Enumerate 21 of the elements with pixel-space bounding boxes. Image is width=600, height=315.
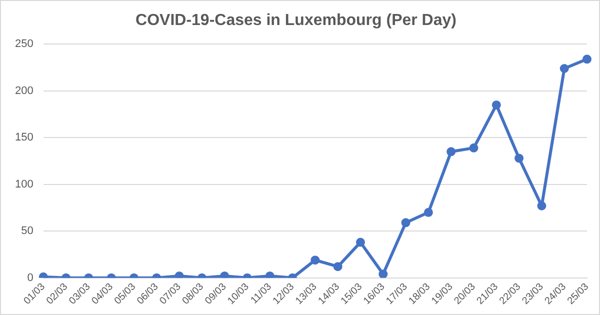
y-tick-label: 100	[14, 178, 34, 190]
point	[446, 147, 456, 156]
point	[424, 208, 433, 217]
point	[356, 238, 365, 247]
point	[220, 271, 230, 278]
point	[378, 270, 388, 278]
y-tick-label: 150	[14, 132, 34, 144]
y-tick-label: 50	[21, 225, 34, 238]
chart-title: COVID-19-Cases in Luxembourg (Per Day)	[136, 12, 456, 30]
point	[469, 143, 478, 152]
y-tick-label: 200	[14, 84, 34, 97]
y-tick-label: 250	[14, 38, 34, 50]
point	[560, 64, 569, 73]
point	[537, 201, 546, 210]
point	[492, 100, 501, 110]
point	[514, 154, 524, 163]
point	[401, 218, 410, 228]
y-tick-label: 0	[27, 272, 34, 284]
point	[265, 271, 274, 278]
point	[582, 54, 592, 64]
point	[174, 271, 184, 278]
